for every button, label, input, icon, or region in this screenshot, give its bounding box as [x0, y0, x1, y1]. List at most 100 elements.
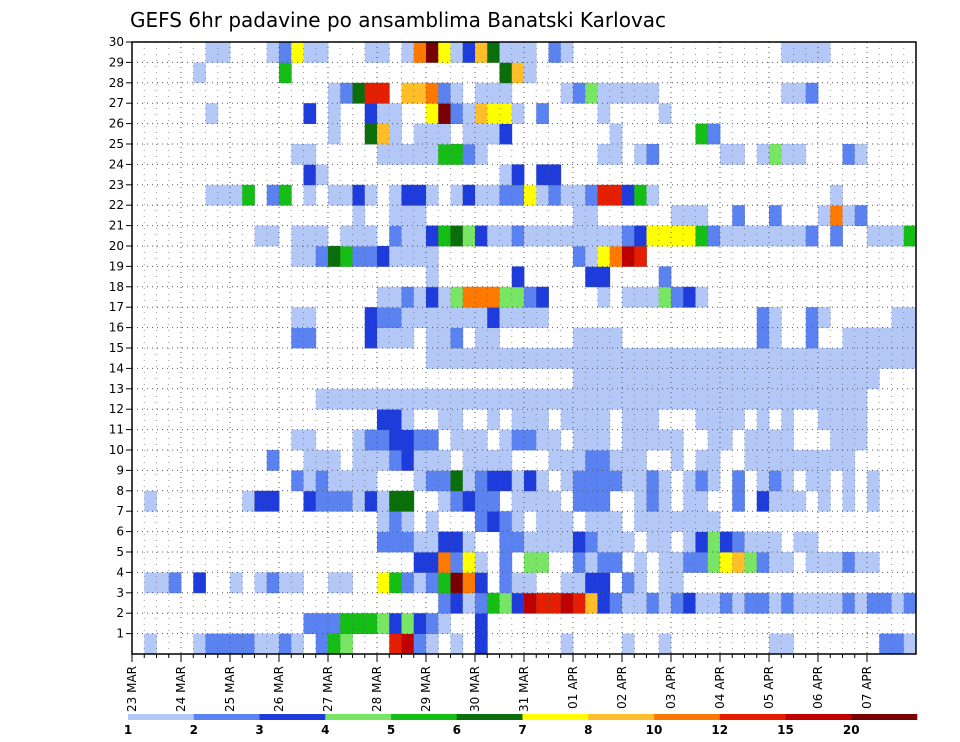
heatmap-cell — [548, 429, 562, 451]
heatmap-cell — [536, 164, 549, 186]
heatmap-cell — [585, 205, 598, 226]
heatmap-cell — [303, 327, 317, 349]
heatmap-cell — [340, 82, 353, 104]
heatmap-cell — [707, 531, 721, 553]
heatmap-cell — [193, 572, 206, 594]
heatmap-cell — [377, 307, 390, 328]
heatmap-cell — [769, 552, 782, 573]
heatmap-cell — [720, 592, 733, 614]
heatmap-cell — [597, 82, 611, 104]
heatmap-cell — [585, 572, 598, 594]
heatmap-cell — [413, 572, 427, 594]
heatmap-cell — [377, 613, 390, 634]
x-tick-label: 05 APR — [762, 666, 776, 709]
heatmap-cell — [475, 490, 488, 512]
heatmap-cell — [573, 531, 586, 553]
heatmap-cell — [548, 511, 562, 532]
heatmap-cell — [291, 470, 304, 492]
heatmap-cell — [364, 123, 378, 145]
heatmap-cell — [401, 286, 415, 308]
heatmap-cell — [499, 388, 513, 410]
y-tick-label: 5 — [116, 545, 124, 559]
heatmap-cell — [413, 286, 427, 308]
heatmap-cell — [438, 572, 451, 594]
heatmap-cell — [462, 184, 476, 206]
heatmap-cell — [683, 531, 696, 553]
heatmap-cell — [732, 225, 745, 247]
heatmap-cell — [597, 552, 611, 573]
heatmap-cell — [499, 450, 513, 471]
y-tick-label: 6 — [116, 525, 124, 539]
heatmap-cell — [438, 348, 451, 369]
heatmap-cell — [328, 103, 341, 124]
heatmap-cell — [303, 450, 317, 471]
heatmap-cell — [597, 368, 611, 390]
heatmap-cell — [450, 348, 464, 369]
heatmap-cell — [426, 572, 439, 594]
heatmap-cells — [144, 42, 917, 655]
heatmap-cell — [315, 613, 329, 634]
heatmap-cell — [805, 552, 819, 573]
heatmap-cell — [634, 429, 647, 451]
heatmap-cell — [597, 266, 611, 288]
heatmap-cell — [622, 531, 635, 553]
heatmap-cell — [487, 592, 500, 614]
heatmap-cell — [573, 388, 586, 410]
heatmap-cell — [475, 429, 488, 451]
heatmap-cell — [487, 511, 500, 532]
heatmap-cell — [389, 246, 402, 267]
heatmap-cell — [781, 470, 794, 492]
heatmap-cell — [487, 307, 500, 328]
heatmap-cell — [585, 348, 598, 369]
heatmap-cell — [671, 205, 684, 226]
heatmap-cell — [303, 470, 317, 492]
heatmap-cell — [597, 246, 611, 267]
colorbar-label: 5 — [387, 723, 395, 737]
heatmap-cell — [646, 348, 660, 369]
heatmap-cell — [891, 307, 905, 328]
heatmap-cell — [511, 511, 525, 532]
heatmap-cell — [389, 144, 402, 165]
heatmap-cell — [499, 592, 513, 614]
heatmap-cell — [634, 348, 647, 369]
heatmap-cell — [732, 552, 745, 573]
heatmap-cell — [524, 409, 537, 430]
heatmap-cell — [683, 552, 696, 573]
heatmap-cell — [634, 225, 647, 247]
heatmap-cell — [413, 450, 427, 471]
heatmap-cell — [842, 450, 856, 471]
heatmap-cell — [818, 552, 831, 573]
heatmap-cell — [389, 531, 402, 553]
heatmap-cell — [903, 327, 917, 349]
heatmap-cell — [585, 368, 598, 390]
heatmap-cell — [683, 368, 696, 390]
heatmap-cell — [854, 429, 868, 451]
heatmap-cell — [744, 225, 758, 247]
y-tick-label: 16 — [109, 321, 124, 335]
heatmap-cell — [585, 225, 598, 247]
heatmap-cell — [609, 592, 623, 614]
heatmap-cell — [536, 592, 549, 614]
heatmap-cell — [315, 388, 329, 410]
colorbar: 1 2 3 4 5 6 7 8 10 12 15 20 — [124, 714, 918, 737]
heatmap-cell — [426, 266, 439, 288]
heatmap-cell — [609, 348, 623, 369]
heatmap-cell — [560, 592, 574, 614]
heatmap-cell — [658, 531, 672, 553]
colorbar-swatch — [128, 714, 195, 720]
heatmap-cell — [291, 429, 304, 451]
heatmap-cell — [462, 42, 476, 63]
heatmap-cell — [695, 531, 709, 553]
heatmap-cell — [867, 225, 880, 247]
heatmap-cell — [389, 450, 402, 471]
heatmap-cell — [560, 450, 574, 471]
heatmap-cell — [291, 307, 304, 328]
heatmap-cell — [462, 225, 476, 247]
heatmap-cell — [830, 184, 843, 206]
heatmap-cell — [756, 592, 770, 614]
heatmap-cell — [695, 368, 709, 390]
heatmap-cell — [401, 490, 415, 512]
heatmap-cell — [597, 225, 611, 247]
heatmap-cell — [707, 592, 721, 614]
heatmap-cell — [340, 388, 353, 410]
